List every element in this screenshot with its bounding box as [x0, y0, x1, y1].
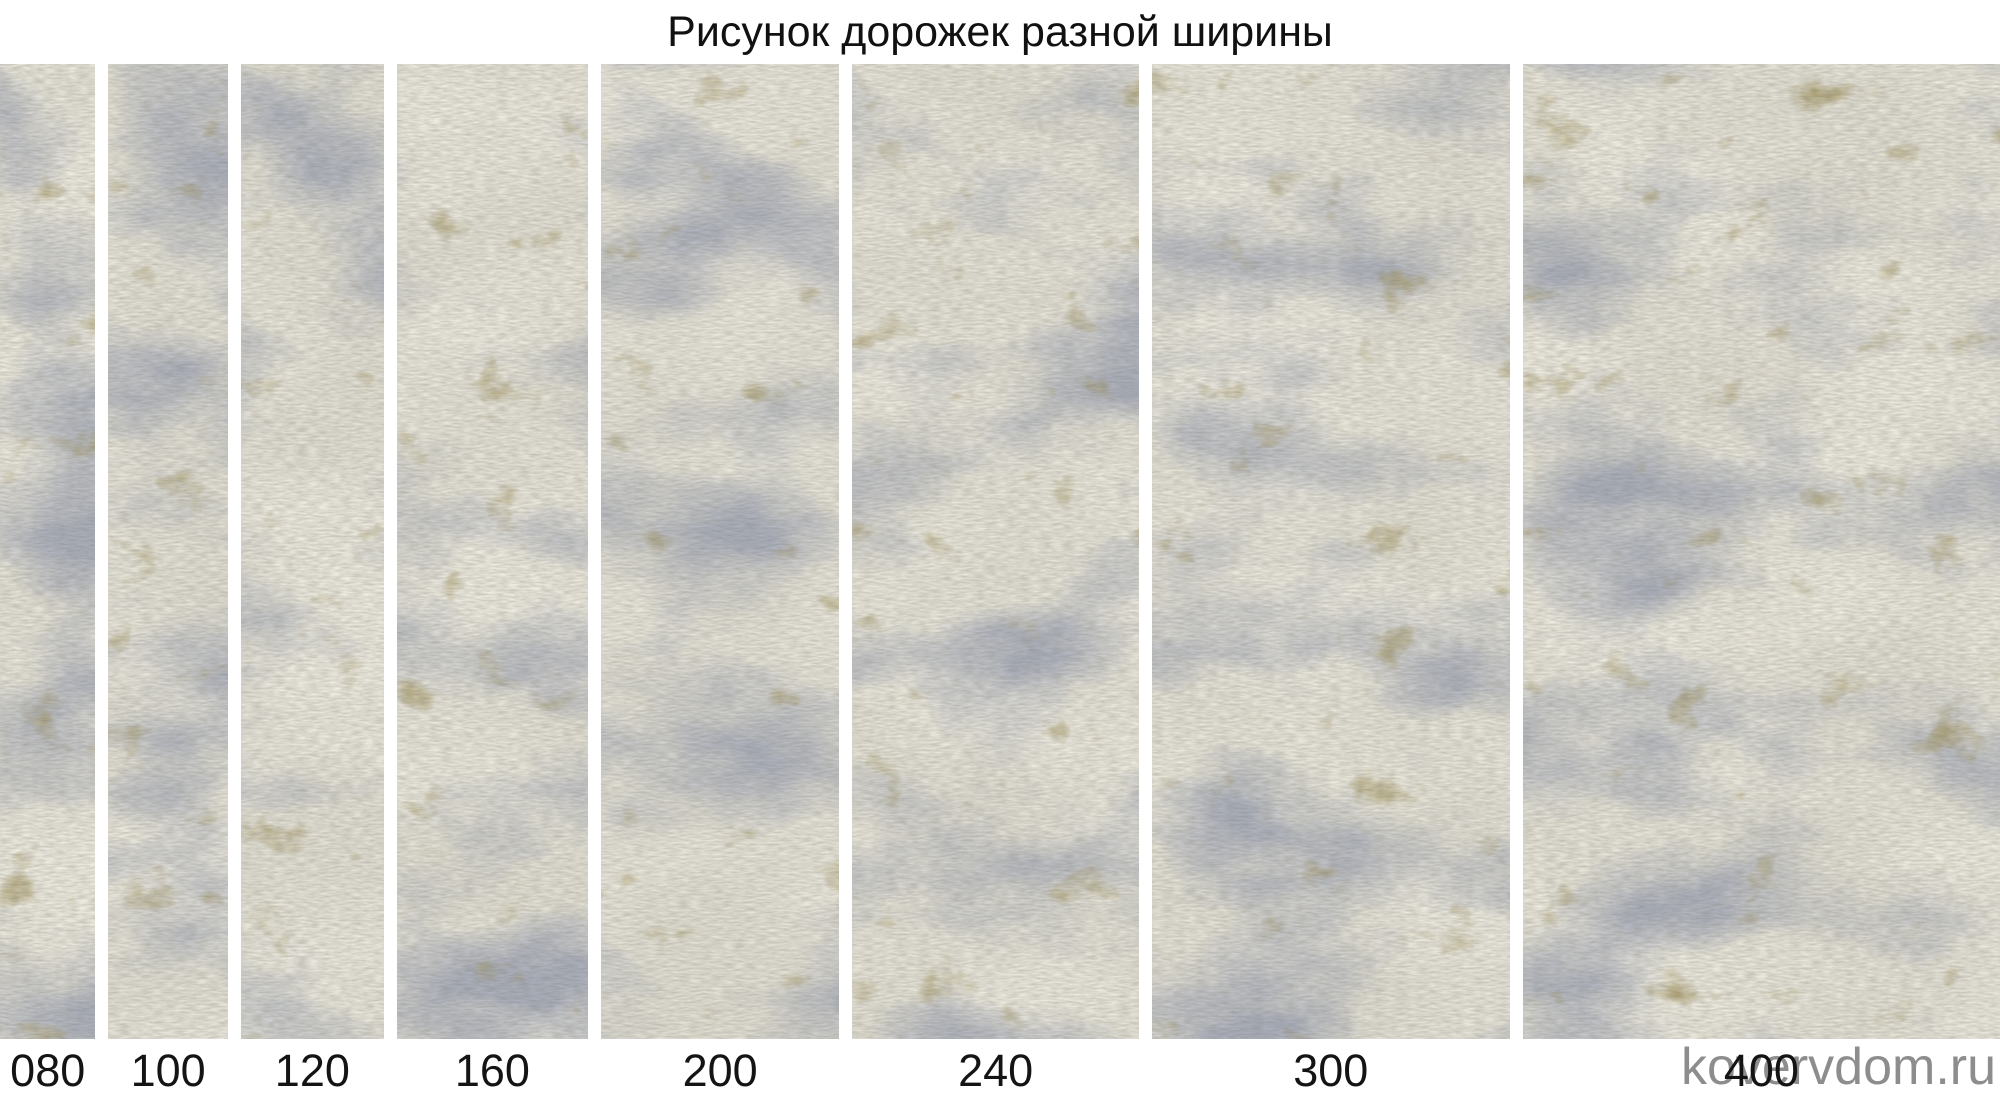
- carpet-strip-080: [0, 64, 96, 1039]
- carpet-texture: [600, 64, 840, 1039]
- carpet-strip-100: [108, 64, 228, 1039]
- runner-column-080: 080: [0, 64, 96, 1107]
- carpet-texture: [396, 64, 588, 1039]
- runner-column-240: 240: [852, 64, 1139, 1107]
- carpet-strip-240: [852, 64, 1139, 1039]
- runner-column-400: 400: [1522, 64, 2000, 1107]
- width-label-300: 300: [1293, 1045, 1369, 1096]
- width-label-120: 120: [274, 1045, 350, 1096]
- carpet-strip-400: [1522, 64, 2000, 1039]
- carpet-texture: [0, 64, 96, 1039]
- width-label-080: 080: [10, 1045, 86, 1096]
- image-title: Рисунок дорожек разной ширины: [667, 7, 1333, 56]
- carpet-strip-300: [1151, 64, 1510, 1039]
- runner-column-120: 120: [240, 64, 384, 1107]
- carpet-texture: [108, 64, 228, 1039]
- carpet-strip-200: [600, 64, 840, 1039]
- width-label-240: 240: [958, 1045, 1034, 1096]
- carpet-texture: [1151, 64, 1510, 1039]
- width-label-200: 200: [682, 1045, 758, 1096]
- width-label-100: 100: [130, 1045, 206, 1096]
- carpet-strip-160: [396, 64, 588, 1039]
- runner-column-160: 160: [396, 64, 588, 1107]
- title-band: Рисунок дорожек разной ширины: [0, 0, 2000, 64]
- runner-column-100: 100: [108, 64, 228, 1107]
- strips-row: 080 100 120 160 200 240 300 400: [0, 64, 2000, 1107]
- carpet-texture: [1522, 64, 2000, 1039]
- width-label-400: 400: [1723, 1045, 1799, 1096]
- carpet-texture: [240, 64, 384, 1039]
- runner-column-300: 300: [1151, 64, 1510, 1107]
- width-label-160: 160: [454, 1045, 530, 1096]
- watermark: kovervdom.ru: [1681, 1038, 1996, 1096]
- carpet-texture: [852, 64, 1139, 1039]
- carpet-strip-120: [240, 64, 384, 1039]
- runner-column-200: 200: [600, 64, 840, 1107]
